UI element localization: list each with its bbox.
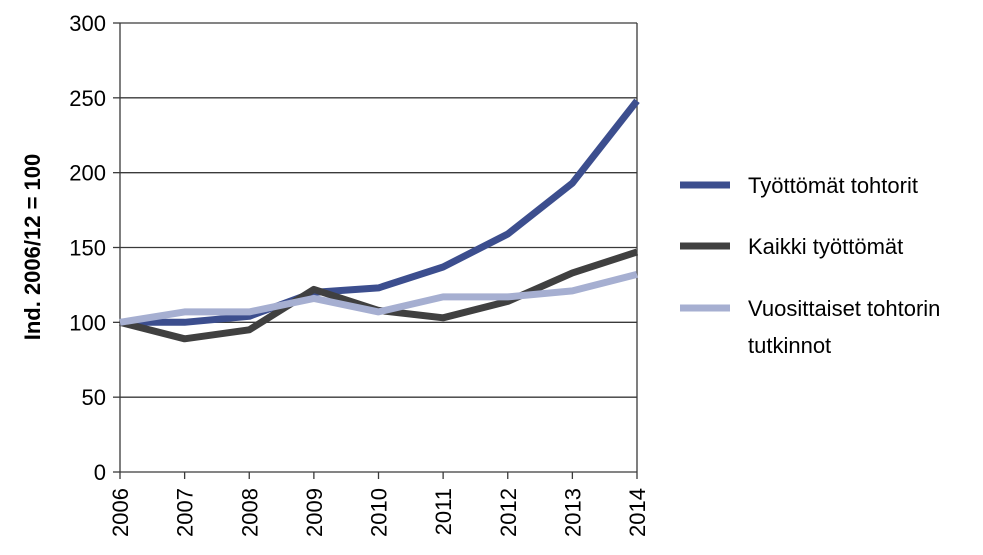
- gridlines: [120, 22, 637, 398]
- y-tick-label: 250: [69, 86, 106, 111]
- x-tick-label: 2013: [560, 488, 585, 537]
- legend-label-3: Vuosittaiset tohtorin: [748, 296, 940, 321]
- x-tick-label: 2009: [302, 488, 327, 537]
- series-line-3: [119, 271, 638, 326]
- y-tick-label: 0: [94, 460, 106, 485]
- x-axis-ticks: 2006 2007 2008 2009 2010 2011 2012 2013 2014: [108, 472, 650, 537]
- y-tick-label: 200: [69, 161, 106, 186]
- series-lines: [119, 98, 640, 343]
- x-tick-label: 2012: [496, 488, 521, 537]
- y-tick-label: 150: [69, 236, 106, 261]
- y-tick-label: 100: [69, 310, 106, 335]
- y-tick-label: 300: [69, 11, 106, 36]
- x-tick-label: 2007: [173, 488, 198, 537]
- legend: Työttömät tohtorit Kaikki työttömät Vuosit…: [680, 173, 940, 358]
- legend-label-2: Kaikki työttömät: [748, 234, 903, 259]
- x-tick-label: 2010: [367, 488, 392, 537]
- x-tick-label: 2006: [108, 488, 133, 537]
- legend-label-3: tutkinnot: [748, 333, 831, 358]
- y-tick-label: 50: [82, 385, 106, 410]
- y-axis-ticks: 0 50 100 150 200 250 300: [69, 11, 120, 485]
- x-tick-label: 2014: [625, 488, 650, 537]
- series-line-1: [120, 98, 640, 326]
- legend-label-1: Työttömät tohtorit: [748, 173, 918, 198]
- x-tick-label: 2011: [431, 488, 456, 535]
- y-axis-label: Ind. 2006/12 = 100: [20, 154, 45, 341]
- x-tick-label: 2008: [237, 488, 262, 537]
